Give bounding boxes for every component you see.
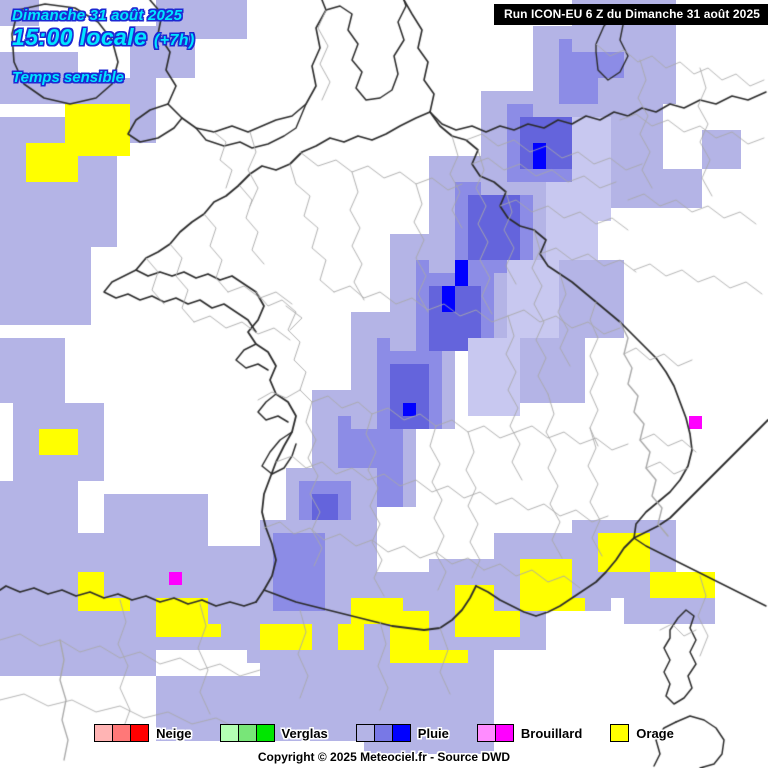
forecast-offset: (+7h) [154, 32, 195, 49]
legend-label: Neige [156, 725, 192, 741]
legend-label: Brouillard [520, 725, 583, 741]
forecast-date: Dimanche 31 août 2025 [12, 7, 183, 24]
legend-item-neige: Neige [94, 724, 192, 742]
legend-item-verglas: Verglas [219, 724, 328, 742]
forecast-timestamp: Dimanche 31 août 2025 15:00 locale (+7h)… [12, 8, 195, 85]
legend-swatch [477, 725, 496, 741]
legend-swatches [476, 724, 514, 742]
legend-swatch [256, 725, 274, 741]
legend-swatch [131, 725, 149, 741]
legend-swatches [94, 724, 150, 742]
forecast-time-value: 15:00 locale [12, 24, 148, 50]
legend-label: Orage [636, 725, 674, 741]
legend-swatch [374, 725, 393, 741]
legend-swatches [355, 724, 411, 742]
legend-swatches [610, 724, 630, 742]
legend-swatch [495, 725, 513, 741]
legend-label: Verglas [281, 725, 328, 741]
legend-swatch [220, 725, 239, 741]
model-run-banner: Run ICON-EU 6 Z du Dimanche 31 août 2025 [493, 4, 768, 25]
legend-swatch [392, 725, 410, 741]
legend-swatch [356, 725, 375, 741]
forecast-time: 15:00 locale (+7h) [12, 26, 195, 49]
legend-item-brouillard: Brouillard [476, 724, 583, 742]
legend-swatches [219, 724, 275, 742]
legend-item-orage: Orage [610, 724, 674, 742]
legend-label: Pluie [417, 725, 449, 741]
forecast-parameter-label: Temps sensible [12, 69, 124, 86]
legend: Neige Verglas Pluie Brouillard Orage [0, 722, 768, 744]
legend-swatch [113, 725, 132, 741]
legend-swatch [95, 725, 114, 741]
legend-item-pluie: Pluie [355, 724, 449, 742]
copyright-notice: Copyright © 2025 Meteociel.fr - Source D… [257, 750, 511, 764]
legend-swatch [611, 725, 629, 741]
legend-swatch [238, 725, 257, 741]
